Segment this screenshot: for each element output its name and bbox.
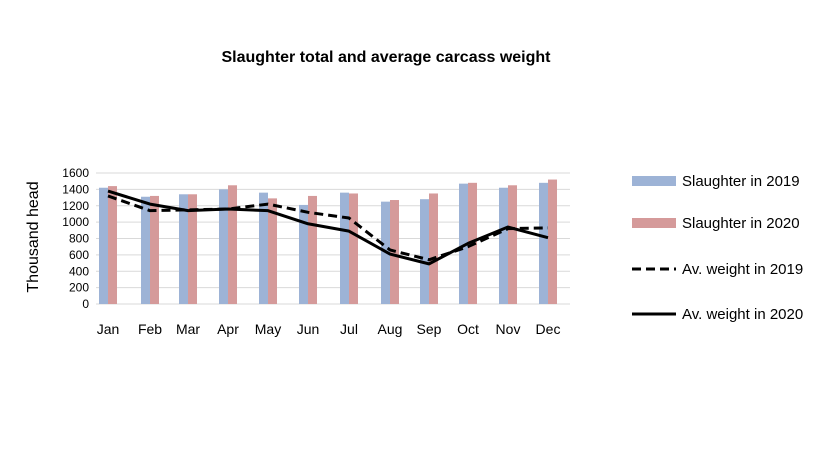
y-tick-label: 600 xyxy=(69,248,89,262)
x-tick-label: Mar xyxy=(176,321,200,337)
y-tick-label: 1000 xyxy=(62,215,89,229)
legend-label: Av. weight in 2019 xyxy=(682,261,803,278)
bar-2019-sep xyxy=(420,199,429,304)
bar-2019-apr xyxy=(219,189,228,304)
x-tick-label: May xyxy=(255,321,281,337)
x-tick-label: Feb xyxy=(138,321,162,337)
y-tick-label: 1400 xyxy=(62,182,89,196)
series-lines xyxy=(107,189,549,266)
bar-2020-apr xyxy=(228,185,237,304)
bar-2020-jul xyxy=(349,193,358,304)
x-tick-label: Dec xyxy=(536,321,561,337)
y-tick-label: 1200 xyxy=(62,199,89,213)
y-axis-label: Thousand head xyxy=(25,181,42,292)
x-tick-label: Jul xyxy=(340,321,358,337)
x-tick-label: Apr xyxy=(217,321,239,337)
bar-2020-jun xyxy=(308,195,317,304)
x-tick-label: Sep xyxy=(417,321,442,337)
x-tick-label: Aug xyxy=(378,321,403,337)
line-av-weight-2020 xyxy=(107,189,549,266)
bar-2019-mar xyxy=(179,194,188,304)
bars xyxy=(99,179,557,304)
x-tick-label: Jun xyxy=(297,321,320,337)
legend-label: Slaughter in 2020 xyxy=(682,215,800,232)
bar-2020-jan xyxy=(108,186,117,304)
bar-2020-feb xyxy=(150,195,159,304)
x-tick-label: Nov xyxy=(496,321,521,337)
grid-lines xyxy=(96,172,570,305)
x-tick-label: Oct xyxy=(457,321,479,337)
bar-2019-jan xyxy=(99,187,108,304)
y-tick-label: 400 xyxy=(69,264,89,278)
bar-2019-jul xyxy=(340,192,349,304)
bar-2019-may xyxy=(259,192,268,304)
x-tick-label: Jan xyxy=(97,321,120,337)
bar-2020-may xyxy=(268,198,277,304)
bar-2020-mar xyxy=(188,194,197,304)
y-tick-label: 200 xyxy=(69,281,89,295)
bar-2019-nov xyxy=(499,187,508,304)
legend-swatch xyxy=(632,218,676,228)
bar-2019-feb xyxy=(141,196,150,304)
legend-label: Av. weight in 2020 xyxy=(682,306,803,323)
y-tick-label: 1600 xyxy=(62,166,89,180)
bar-2019-dec xyxy=(539,182,548,304)
legend-swatch xyxy=(632,176,676,186)
x-axis-ticks: Jan Feb Mar Apr May Jun Jul Aug Sep Oct Nov Dec xyxy=(97,321,561,337)
bar-2019-jun xyxy=(299,204,308,304)
bar-2020-sep xyxy=(429,193,438,304)
y-tick-label: 800 xyxy=(69,232,89,246)
legend-label: Slaughter in 2019 xyxy=(682,173,800,190)
y-tick-label: 0 xyxy=(82,297,89,311)
bar-2020-nov xyxy=(508,185,517,304)
y-axis-ticks: 0 200 400 600 800 1000 1200 1400 1600 xyxy=(62,166,89,311)
chart-title: Slaughter total and average carcass weig… xyxy=(221,49,551,66)
bar-2020-dec xyxy=(548,179,557,304)
legend: Slaughter in 2019 Slaughter in 2020 Av. we… xyxy=(632,173,803,323)
bar-2019-oct xyxy=(459,183,468,304)
